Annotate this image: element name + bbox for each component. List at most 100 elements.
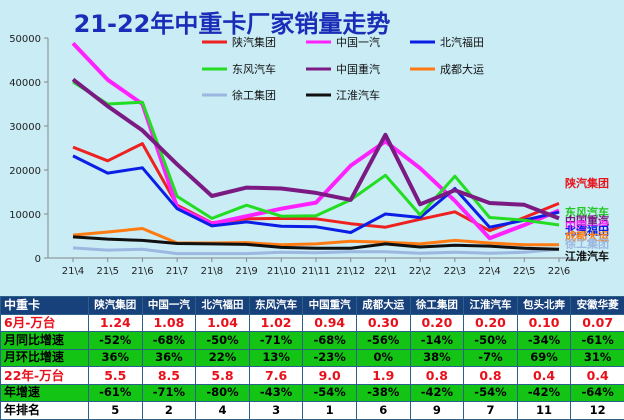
table-cell: -14% [409, 331, 465, 350]
table-header-row: 中重卡 陕汽集团 中国一汽 北汽福田 东风汽车 中国重汽 成都大运 徐工集团 江淮汽车 包头北奔安… [0, 296, 624, 315]
table-cell: -61% [570, 331, 624, 350]
table-column-header: 中国一汽 [141, 296, 197, 315]
x-tick-label: 22\1 [374, 266, 396, 277]
series-line-7 [72, 246, 560, 256]
table-cell: 5.5 [88, 366, 143, 385]
end-label: 徐工集团 [564, 236, 609, 250]
table-cell: -54% [302, 383, 357, 402]
table-cell: -64% [570, 383, 624, 402]
series-line-6 [72, 227, 559, 247]
table-column-header: 江淮汽车 [463, 296, 518, 315]
table-cell: 22% [195, 348, 250, 367]
table-row: 月同比增速 -52% -68% -50% -71% -68% -56% -14% -50% -34… [0, 331, 624, 350]
table-column-header: 北汽福田 [195, 296, 250, 315]
table-cell: 31% [570, 348, 624, 367]
table-cell: 4 [195, 401, 250, 420]
x-tick-label: 22\5 [513, 266, 535, 277]
end-label: 中国重汽 [565, 214, 609, 228]
table-cell: 0.8 [463, 366, 518, 385]
y-tick-label: 50000 [9, 34, 41, 45]
sales-table: 中重卡 陕汽集团 中国一汽 北汽福田 东风汽车 中国重汽 成都大运 徐工集团 江淮汽车 包头北奔安… [0, 296, 624, 420]
x-tick-label: 21\9 [235, 266, 257, 277]
table-cell: 36% [141, 348, 197, 367]
table-column-header: 安徽华菱 [570, 296, 624, 315]
end-label: 东风汽车 [565, 205, 609, 219]
x-tick-label: 21\6 [131, 266, 153, 277]
table-cell: -23% [302, 348, 357, 367]
table-cell: 9 [409, 401, 465, 420]
y-tick-label: 20000 [9, 166, 41, 177]
table-row: 月环比增速 36% 36% 22% 13% -23% 0% 38% -7% 69% 31% [0, 348, 624, 367]
table-cell: 0.4 [570, 366, 624, 385]
table-cell: -52% [88, 331, 143, 350]
table-cell: -50% [463, 331, 518, 350]
x-tick-label: 21\12 [336, 266, 365, 277]
table-cell: 0.20 [463, 313, 518, 332]
end-label: 中国一汽 [565, 218, 609, 232]
end-label: 陕汽集团 [565, 176, 609, 190]
table-cell: 11 [516, 401, 572, 420]
table-cell: 3 [248, 401, 304, 420]
table-row-label: 6月-万台 [0, 313, 89, 332]
x-tick-label: 22\3 [444, 266, 466, 277]
table-cell: 0.30 [355, 313, 411, 332]
table-row: 年排名 5 2 4 3 1 6 9 7 11 12 [0, 401, 624, 420]
table-cell: 2 [141, 401, 197, 420]
table-cell: -43% [248, 383, 304, 402]
table-cell: 12 [570, 401, 624, 420]
table-cell: -50% [195, 331, 250, 350]
legend-label: 中国重汽 [336, 62, 380, 76]
y-tick-label: 30000 [9, 122, 41, 133]
table-cell: -71% [248, 331, 304, 350]
series-line-5 [71, 77, 560, 221]
x-tick-label: 21\11 [302, 266, 331, 277]
table-row: 年增速 -61% -71% -80% -43% -54% -38% -42% -54% -42% -… [0, 383, 624, 402]
table-cell: -80% [195, 383, 250, 402]
table-cell: 9.0 [302, 366, 357, 385]
x-tick-label: 22\2 [409, 266, 431, 277]
table-cell: 0.4 [516, 366, 572, 385]
series-line-8 [72, 235, 560, 251]
end-label: 成都大运 [565, 229, 609, 243]
table-row: 6月-万台 1.24 1.08 1.04 1.02 0.94 0.30 0.20 0.20 0.1… [0, 313, 624, 332]
table-cell: 0.10 [516, 313, 572, 332]
table-column-header: 包头北奔 [516, 296, 572, 315]
table-cell: 1.9 [355, 366, 411, 385]
table-row-label: 年排名 [0, 401, 89, 420]
x-tick-label: 22\6 [548, 266, 570, 277]
table-cell: 36% [88, 348, 143, 367]
table-cell: -71% [141, 383, 197, 402]
table-row-label: 月环比增速 [0, 348, 89, 367]
table-cell: 38% [409, 348, 465, 367]
series-line-3 [72, 154, 560, 234]
line-chart: 21-22年中重卡厂家销量走势 0 10000 20000 30000 40000 500… [0, 0, 624, 296]
series-layer [71, 41, 560, 256]
x-tick-label: 22\4 [478, 266, 500, 277]
table-column-header: 陕汽集团 [88, 296, 143, 315]
table-cell: 7 [463, 401, 518, 420]
table-cell: -61% [88, 383, 143, 402]
x-tick-label: 21\4 [62, 266, 84, 277]
table-body: 6月-万台 1.24 1.08 1.04 1.02 0.94 0.30 0.20 0.20 0.1… [0, 313, 624, 420]
table-cell: 6 [355, 401, 411, 420]
table-cell: 8.5 [141, 366, 197, 385]
x-tick-label: 21\7 [166, 266, 188, 277]
table-cell: -7% [463, 348, 518, 367]
table-column-header: 徐工集团 [409, 296, 465, 315]
legend-label: 江淮汽车 [336, 88, 380, 102]
table-cell: 1.02 [248, 313, 304, 332]
table-row-label: 22年-万台 [0, 366, 89, 385]
y-tick-label: 40000 [9, 78, 41, 89]
table-cell: 0.94 [302, 313, 357, 332]
y-tick-label: 0 [35, 254, 41, 265]
table-column-header: 中国重汽 [302, 296, 357, 315]
table-cell: 0.07 [570, 313, 624, 332]
table-cell: 1 [302, 401, 357, 420]
legend-label: 徐工集团 [232, 88, 276, 102]
table-row-label: 月同比增速 [0, 331, 89, 350]
legend-label: 成都大运 [440, 62, 484, 76]
legend-label: 北汽福田 [440, 35, 484, 49]
table-cell: 7.6 [248, 366, 304, 385]
